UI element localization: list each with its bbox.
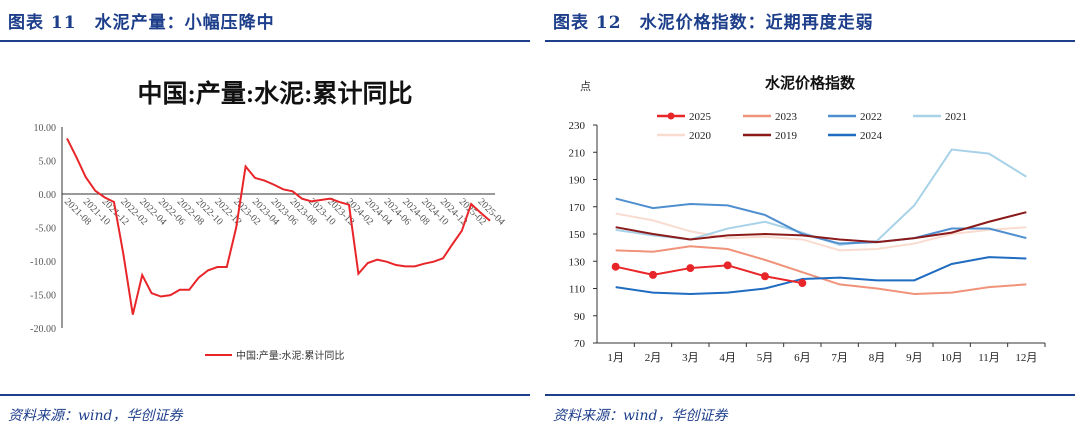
series-line-2025 <box>615 264 803 285</box>
y-tick-label: 130 <box>569 256 586 268</box>
y-tick-label: 5.00 <box>39 157 57 168</box>
y-tick-label: 70 <box>574 338 586 350</box>
y-tick-label: 210 <box>569 147 586 159</box>
y-tick-label: 90 <box>574 311 586 323</box>
x-tick-label: 4月 <box>719 352 736 364</box>
data-point-2025 <box>649 270 657 279</box>
legend-label-2020: 2020 <box>689 130 712 142</box>
left-panel: 图表 11 水泥产量：小幅压降中 中国:产量:水泥:累计同比 10.00 5.00 0… <box>0 0 530 437</box>
y-tick-label: -20.00 <box>30 324 56 335</box>
data-point-2025 <box>723 261 732 270</box>
data-point-2025 <box>686 264 695 273</box>
x-tick-label: 5月 <box>757 352 774 364</box>
legend-label-2019: 2019 <box>775 130 798 142</box>
legend-marker <box>667 112 675 120</box>
legend-label-2024: 2024 <box>860 130 883 142</box>
data-point-2025 <box>798 279 807 288</box>
figure-12-title: 图表 12 水泥价格指数：近期再度走弱 <box>553 13 874 33</box>
legend-label: 中国:产量:水泥:累计同比 <box>236 349 344 362</box>
series-line-2022 <box>615 197 1027 245</box>
chart-title: 中国:产量:水泥:累计同比 <box>138 80 413 108</box>
y-tick-label: -5.00 <box>35 224 56 235</box>
x-tick-label: 6月 <box>794 352 811 364</box>
production-chart: 中国:产量:水泥:累计同比 10.00 5.00 0.00 -5.00 -10.00 -15… <box>30 80 507 362</box>
y-tick-label: -15.00 <box>30 291 56 302</box>
divider <box>545 40 1075 42</box>
data-point-2025 <box>611 262 620 271</box>
series-line-2020 <box>615 212 1027 252</box>
divider <box>545 394 1075 396</box>
x-tick-label: 10月 <box>941 352 963 364</box>
series-line <box>66 137 491 315</box>
y-tick-label: -10.00 <box>30 257 56 268</box>
legend-label-2022: 2022 <box>860 111 882 123</box>
divider <box>0 40 530 42</box>
price-index-chart: 水泥价格指数 点 230 210 190 170 150 130 110 90 70 1月 2月 3月 4月… <box>569 74 1046 364</box>
y-tick-label: 230 <box>569 120 586 132</box>
data-point-2025 <box>761 272 769 281</box>
legend-label-2021: 2021 <box>945 111 967 123</box>
x-tick-label: 7月 <box>831 352 848 364</box>
series-line-2021 <box>615 148 1027 246</box>
figure-11-title: 图表 11 水泥产量：小幅压降中 <box>8 13 275 33</box>
legend-label-2025: 2025 <box>689 111 712 123</box>
x-tick-label: 12月 <box>1015 352 1037 364</box>
y-unit-label: 点 <box>580 80 591 93</box>
y-tick-label: 170 <box>569 202 586 214</box>
chart-title: 水泥价格指数 <box>765 74 856 92</box>
divider <box>0 394 530 396</box>
source-note: 资料来源：wind，华创证券 <box>553 408 728 424</box>
y-tick-label: 0.00 <box>39 190 57 201</box>
x-tick-label: 11月 <box>978 352 1000 364</box>
y-tick-label: 110 <box>569 284 586 296</box>
y-tick-label: 10.00 <box>34 123 57 134</box>
x-tick-label: 8月 <box>869 352 886 364</box>
right-panel: 图表 12 水泥价格指数：近期再度走弱 水泥价格指数 点 230 210 190 170 1… <box>545 0 1075 437</box>
series-line-2024 <box>615 256 1027 295</box>
y-tick-label: 190 <box>569 175 586 187</box>
x-tick-label: 3月 <box>682 352 699 364</box>
y-tick-label: 150 <box>569 229 586 241</box>
series-line-2019 <box>615 211 1027 244</box>
x-tick-label: 1月 <box>607 352 624 364</box>
x-tick-label: 2月 <box>645 352 662 364</box>
legend-label-2023: 2023 <box>775 111 798 123</box>
source-note: 资料来源：wind，华创证券 <box>8 408 183 424</box>
x-tick-label: 9月 <box>906 352 923 364</box>
